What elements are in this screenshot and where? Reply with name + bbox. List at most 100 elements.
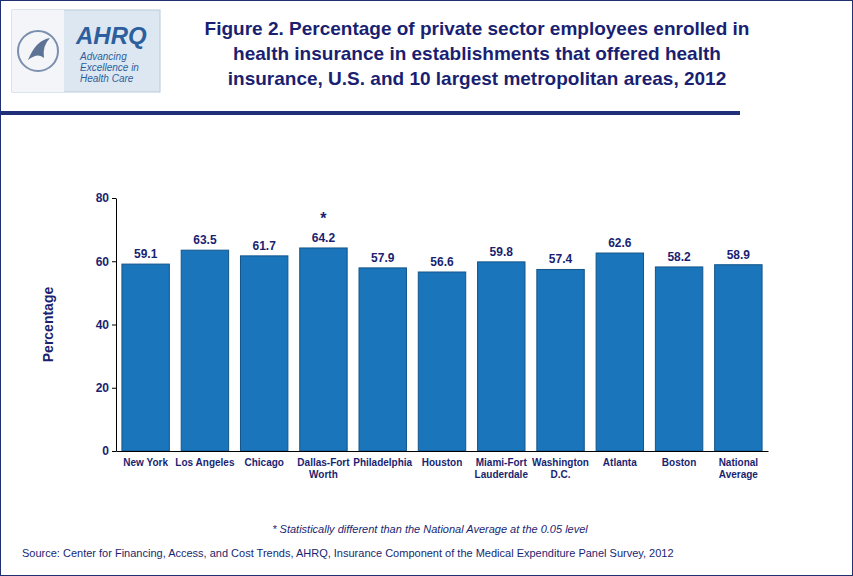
y-tick-label: 0 — [102, 444, 109, 458]
page-frame — [1, 1, 853, 576]
x-tick-label-line: Worth — [309, 469, 338, 480]
y-tick-mark — [112, 325, 116, 326]
data-label: 62.6 — [608, 236, 632, 250]
x-tick: Atlanta — [603, 451, 637, 468]
x-tick-label-line: Philadelphia — [353, 457, 412, 468]
y-tick: 60 — [96, 255, 116, 269]
chart-root: AHRQ AdvancingExcellence inHealth Care Fig… — [0, 0, 853, 576]
x-tick-label: NationalAverage — [719, 457, 759, 480]
bar — [596, 253, 643, 451]
x-tick-label-line: Lauderdale — [475, 469, 529, 480]
x-tick: Boston — [662, 451, 696, 468]
y-tick: 80 — [96, 191, 116, 205]
x-tick-label: Atlanta — [603, 457, 637, 468]
data-label: 56.6 — [430, 255, 454, 269]
x-tick-label: Dallas-FortWorth — [297, 457, 350, 480]
x-tick-label: Miami-FortLauderdale — [475, 457, 529, 480]
logo-tagline: Advancing — [79, 51, 127, 62]
y-tick-label: 60 — [96, 255, 110, 269]
logo-tagline: Health Care — [80, 73, 134, 84]
y-tick-mark — [112, 261, 116, 262]
chart-title: Figure 2. Percentage of private sector e… — [205, 18, 750, 89]
x-tick: Houston — [422, 451, 463, 468]
y-axis: 0 20 40 60 80 — [96, 191, 117, 458]
bars — [122, 248, 762, 451]
x-tick-label-line: D.C. — [551, 469, 571, 480]
data-label: 57.4 — [549, 252, 573, 266]
x-tick-label-line: Los Angeles — [175, 457, 235, 468]
data-label: 58.9 — [727, 248, 751, 262]
x-tick-label: Houston — [422, 457, 463, 468]
bar — [181, 250, 228, 451]
data-label: 59.1 — [134, 247, 158, 261]
logo-box — [12, 10, 160, 92]
x-tick-label-line: Average — [719, 469, 759, 480]
x-tick: NationalAverage — [719, 451, 759, 480]
x-tick-label-line: Chicago — [244, 457, 283, 468]
x-tick-label: New York — [123, 457, 168, 468]
y-tick-mark — [112, 451, 116, 452]
bar — [240, 256, 287, 451]
source: Source: Center for Financing, Access, an… — [22, 547, 674, 559]
y-tick-mark — [112, 388, 116, 389]
logo-eagle — [28, 38, 50, 60]
x-tick-label-line: Houston — [422, 457, 463, 468]
x-tick: Philadelphia — [353, 451, 412, 468]
x-tick-label-line: New York — [123, 457, 168, 468]
y-axis-title: Percentage — [40, 287, 56, 363]
bar — [122, 264, 169, 451]
x-tick-label-line: Atlanta — [603, 457, 637, 468]
data-label: 59.8 — [490, 245, 514, 259]
x-axis-line — [117, 451, 769, 452]
bar — [537, 269, 584, 451]
logo-seal-box — [12, 10, 64, 92]
data-label: 61.7 — [253, 239, 277, 253]
x-tick-label-line: Dallas-Fort — [297, 457, 350, 468]
header-rule — [0, 111, 740, 115]
x-tick-label-line: National — [719, 457, 759, 468]
chart-title-line: Figure 2. Percentage of private sector e… — [205, 18, 750, 39]
x-tick-label: Chicago — [244, 457, 283, 468]
x-tick-label-line: Miami-Fort — [476, 457, 528, 468]
x-tick: Chicago — [244, 451, 283, 468]
logo: AHRQ AdvancingExcellence inHealth Care — [12, 10, 160, 92]
x-tick-label-line: Washington — [532, 457, 589, 468]
y-tick-label: 40 — [96, 318, 110, 332]
annotation: * — [320, 210, 327, 227]
data-label: 57.9 — [371, 251, 395, 265]
x-tick-label-line: Boston — [662, 457, 696, 468]
x-tick-label: WashingtonD.C. — [532, 457, 589, 480]
x-tick-label: Philadelphia — [353, 457, 412, 468]
y-tick: 40 — [96, 318, 116, 332]
bar — [655, 267, 702, 451]
logo-seal — [18, 31, 58, 71]
data-label: 58.2 — [667, 250, 691, 264]
x-tick: WashingtonD.C. — [532, 451, 589, 480]
bar — [418, 272, 465, 451]
chart-title-line: insurance, U.S. and 10 largest metropoli… — [228, 68, 726, 89]
logo-tagline: Excellence in — [80, 62, 139, 73]
logo-text: AHRQ — [75, 22, 147, 49]
bar — [300, 248, 347, 451]
y-axis-line — [116, 199, 117, 452]
x-tick-label: Los Angeles — [175, 457, 235, 468]
bar — [715, 265, 762, 451]
y-tick-mark — [112, 198, 116, 199]
y-tick-label: 20 — [96, 381, 110, 395]
footnote: * Statistically different than the Natio… — [272, 523, 588, 535]
data-label: 63.5 — [193, 233, 217, 247]
x-tick: Dallas-FortWorth — [297, 451, 350, 480]
x-tick: Los Angeles — [175, 451, 235, 468]
x-tick-label: Boston — [662, 457, 696, 468]
data-label: 64.2 — [312, 231, 336, 245]
y-tick-label: 80 — [96, 191, 110, 205]
x-axis: New York Los Angeles Chicago Dallas-FortWor… — [117, 451, 769, 480]
bar — [478, 262, 525, 451]
y-tick: 20 — [96, 381, 116, 395]
bar — [359, 268, 406, 451]
chart-title-line: health insurance in establishments that … — [233, 43, 721, 64]
data-labels: 59.1 63.5 61.7 64.2 57.9 56.6 59.8 57.4 62.6 58.2… — [134, 231, 750, 269]
x-tick: New York — [123, 451, 168, 468]
x-tick: Miami-FortLauderdale — [475, 451, 529, 480]
y-tick: 0 — [102, 444, 116, 458]
